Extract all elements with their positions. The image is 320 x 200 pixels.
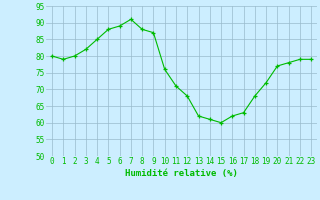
X-axis label: Humidité relative (%): Humidité relative (%) bbox=[125, 169, 238, 178]
